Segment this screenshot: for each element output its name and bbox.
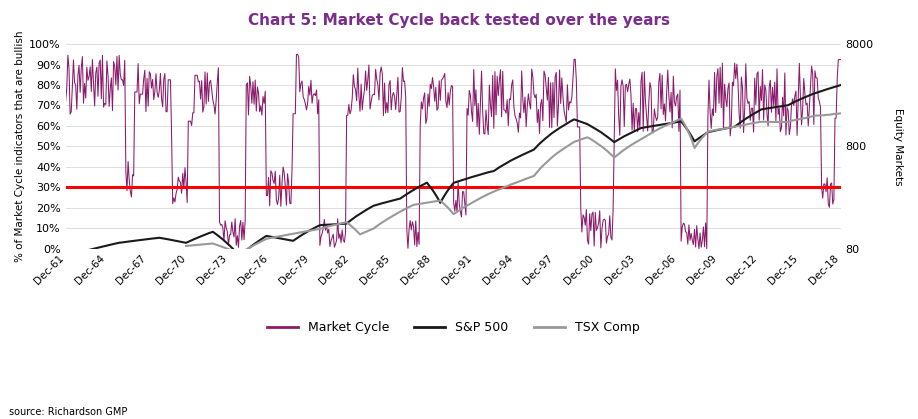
Text: source: Richardson GMP: source: Richardson GMP [9, 407, 128, 417]
Y-axis label: % of Market Cycle indicators that are bullish: % of Market Cycle indicators that are bu… [15, 31, 25, 262]
Text: Chart 5: Market Cycle back tested over the years: Chart 5: Market Cycle back tested over t… [248, 13, 670, 28]
Legend: Market Cycle, S&P 500, TSX Comp: Market Cycle, S&P 500, TSX Comp [262, 316, 644, 339]
Y-axis label: Equity Markets: Equity Markets [893, 108, 903, 185]
